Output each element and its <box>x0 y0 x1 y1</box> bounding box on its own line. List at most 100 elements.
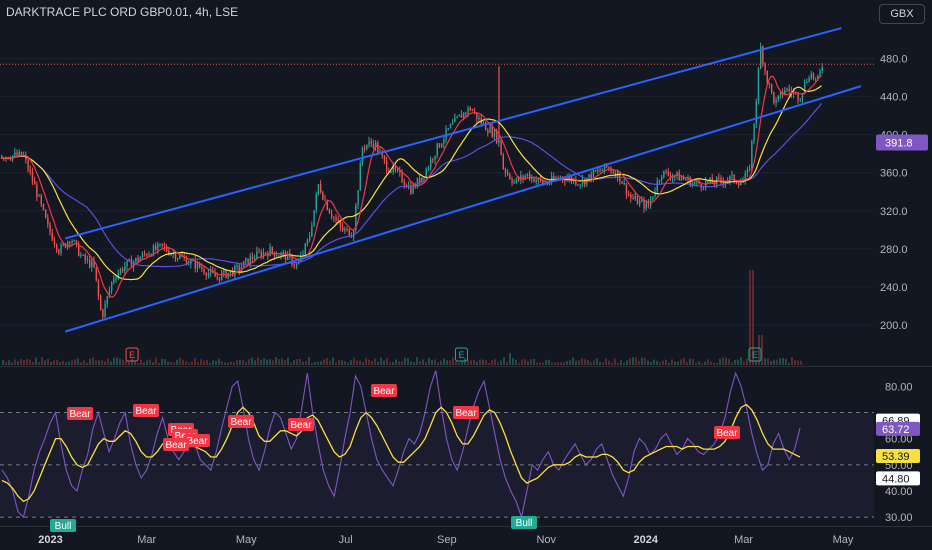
candle-body <box>777 95 779 101</box>
volume-bar <box>128 361 130 365</box>
candle-body <box>588 174 590 178</box>
candle-body <box>320 184 322 193</box>
candle-body <box>311 225 313 236</box>
candle-body <box>394 166 397 171</box>
earnings-marker-label: E <box>129 350 135 360</box>
candle-body <box>353 230 355 238</box>
volume-bar <box>95 360 97 365</box>
volume-bar <box>407 358 409 365</box>
candle-body <box>504 168 507 173</box>
volume-bar <box>788 362 790 365</box>
candle-body <box>793 92 795 94</box>
candle-body <box>95 267 97 281</box>
candle-body <box>302 253 304 256</box>
volume-bar <box>422 359 424 365</box>
volume-bar <box>548 359 550 365</box>
signal-label-box <box>67 407 93 420</box>
candle-body <box>667 171 669 176</box>
bear-signal-label: Bear <box>714 426 740 439</box>
volume-bar <box>698 361 700 365</box>
candle-body <box>80 255 82 257</box>
volume-bar <box>581 358 583 365</box>
candle-body <box>577 184 579 186</box>
bull-signal-label: Bull <box>50 519 76 532</box>
candle-body <box>254 258 256 260</box>
volume-bar <box>710 361 712 365</box>
candle-body <box>188 263 190 265</box>
candle-body <box>786 88 788 91</box>
volume-bar <box>185 361 187 365</box>
price-axis-label: 360.0 <box>880 168 908 180</box>
volume-bar <box>263 358 265 365</box>
volume-bar <box>440 360 442 365</box>
candle-body <box>53 240 56 245</box>
candle-body <box>258 251 260 253</box>
candle-body <box>489 126 491 133</box>
volume-bar <box>572 357 574 365</box>
candle-body <box>724 181 727 184</box>
currency-button[interactable]: GBX <box>879 4 925 24</box>
volume-bar <box>782 357 784 365</box>
volume-bar <box>449 360 451 365</box>
candle-body <box>784 90 786 95</box>
volume-bar <box>464 358 466 365</box>
candle-body <box>236 265 238 267</box>
candle-body <box>469 107 471 110</box>
volume-bar <box>143 362 145 365</box>
candle-body <box>698 181 700 185</box>
volume-bar <box>551 362 553 365</box>
rsi-value-badge-box <box>876 421 920 436</box>
candle-body <box>513 182 515 184</box>
volume-bar <box>176 359 178 365</box>
candle-body <box>148 254 150 256</box>
candle-body <box>535 180 537 182</box>
candle-body <box>430 159 432 168</box>
candle-body <box>221 272 223 281</box>
candle-body <box>412 185 414 194</box>
candle-body <box>641 200 643 202</box>
earnings-marker: E <box>748 347 762 362</box>
candle-body <box>694 182 696 184</box>
last-price-badge <box>876 134 928 151</box>
volume-bar <box>707 359 709 365</box>
bear-signal-label: Bear <box>184 434 210 447</box>
candle-body <box>511 178 513 183</box>
volume-bar <box>149 359 151 365</box>
bear-signal-label: Bear <box>67 407 93 420</box>
candle-body <box>425 169 427 178</box>
volume-bar <box>41 357 43 365</box>
candle-body <box>639 200 641 205</box>
candle-body <box>361 148 364 164</box>
volume-bar <box>398 361 400 365</box>
time-axis-label: Nov <box>536 534 556 546</box>
rsi-line <box>1 370 801 520</box>
candle-body <box>232 270 234 276</box>
candle-body <box>436 143 438 156</box>
candle-body <box>465 112 467 114</box>
earnings-marker-label: E <box>458 350 464 360</box>
candle-body <box>249 256 251 265</box>
candle-body <box>366 144 368 149</box>
rsi-axis-label: 30.00 <box>885 512 913 524</box>
candle-body <box>804 82 806 94</box>
candle-body <box>69 242 71 244</box>
volume-bar <box>656 360 658 365</box>
volume-bar <box>371 360 373 365</box>
candle-body <box>518 178 520 181</box>
candle-body <box>49 224 51 233</box>
volume-bar <box>284 359 286 365</box>
price-axis-label: 240.0 <box>880 282 908 294</box>
candle-body <box>529 173 531 180</box>
volume-bar <box>278 359 280 365</box>
candle-body <box>350 236 353 238</box>
volume-bar <box>443 358 445 365</box>
candle-body <box>806 81 808 83</box>
candle-body <box>590 174 592 180</box>
candle-body <box>608 166 610 169</box>
volume-bar <box>596 358 598 365</box>
candle-body <box>568 176 570 179</box>
candle-body <box>478 117 480 120</box>
volume-bar <box>737 359 739 365</box>
volume-bar <box>29 359 31 365</box>
